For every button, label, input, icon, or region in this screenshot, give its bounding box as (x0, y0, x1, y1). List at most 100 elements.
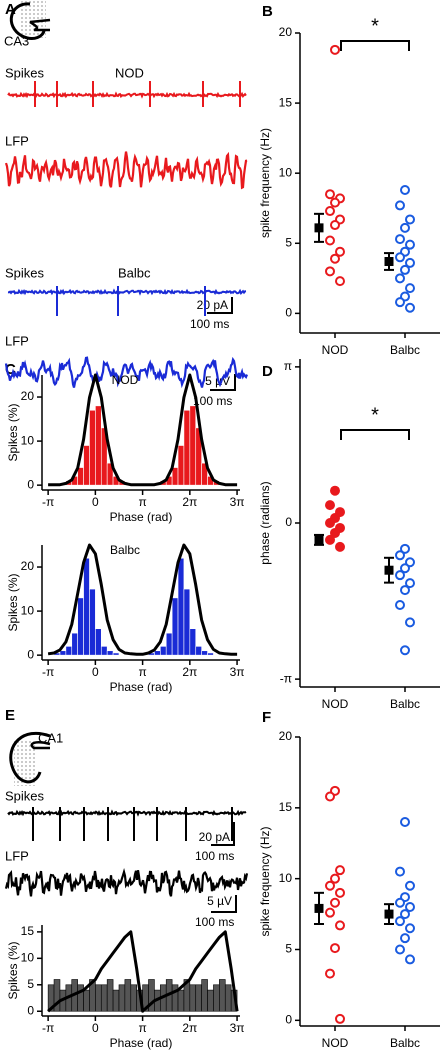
significance-bracket (340, 40, 410, 51)
hist-bar (59, 650, 67, 656)
y-axis-label: Spikes (%) (6, 403, 20, 461)
hist-bar (201, 979, 208, 1012)
y-tick-label: 15 (21, 924, 35, 938)
y-tick-label: 15 (279, 800, 293, 814)
data-point (400, 909, 410, 920)
data-point (325, 968, 335, 979)
hist-bar (207, 652, 214, 656)
scale-label: 100 ms (193, 394, 232, 408)
data-point (395, 600, 405, 610)
data-point (335, 920, 345, 931)
panel-label: D (262, 363, 273, 380)
spike-trace (7, 807, 247, 841)
x-axis-label: Phase (rad) (110, 1036, 173, 1050)
hist-bar (154, 650, 161, 656)
data-point (395, 297, 405, 308)
hist-bar (189, 405, 197, 486)
data-point (400, 645, 410, 656)
data-point (395, 550, 405, 561)
mean-marker (314, 223, 324, 233)
x-tick-label: 2π (182, 495, 197, 509)
x-tick-label: 2π (182, 1021, 197, 1035)
data-point (395, 273, 405, 284)
fit-curve (47, 930, 239, 1013)
data-point (325, 518, 335, 528)
trace-label: Spikes (5, 65, 45, 80)
x-tick-label: 0 (92, 1021, 99, 1035)
x-tick-label: NOD (322, 697, 349, 711)
data-point (330, 197, 340, 208)
significance-bracket (340, 429, 410, 440)
x-tick-label: -π (42, 495, 54, 509)
trace-label: Spikes (5, 265, 45, 280)
data-point (400, 264, 410, 275)
data-point (395, 866, 405, 877)
x-tick-label: 2π (182, 665, 197, 679)
scale-label: 20 pA (197, 298, 228, 312)
y-axis-label: Spikes (%) (6, 941, 20, 999)
y-axis-label: Spikes (%) (6, 573, 20, 631)
data-point (405, 257, 415, 268)
data-point (335, 246, 345, 257)
x-axis-label: Phase (rad) (110, 510, 173, 524)
hist-bar (65, 646, 73, 656)
trace-label: LFP (5, 133, 29, 148)
hist-bar (171, 984, 179, 1012)
y-tick-label: 0 (285, 1013, 292, 1027)
hist-bar (77, 467, 84, 486)
hist-bar (183, 588, 191, 656)
hist-bar (77, 984, 84, 1012)
y-tick-label: 10 (21, 603, 35, 617)
lfp-trace (4, 867, 249, 897)
data-point (405, 239, 415, 250)
y-tick-label: 10 (279, 871, 293, 885)
y-tick-label: 0 (285, 306, 292, 320)
data-point (395, 234, 405, 245)
hist-bar (195, 646, 202, 656)
hist-bar (171, 467, 179, 486)
data-point (405, 617, 415, 628)
data-point (400, 543, 410, 554)
y-tick-label: 0 (27, 647, 34, 661)
hist-bar (100, 646, 108, 656)
hist-bar (124, 979, 132, 1012)
trace-label: LFP (5, 333, 29, 348)
data-point (400, 933, 410, 944)
y-tick-label: 5 (27, 977, 34, 991)
data-point (335, 276, 345, 287)
x-tick-label: π (138, 495, 146, 509)
data-point (405, 880, 415, 891)
data-point (330, 253, 340, 264)
x-tick-label: Balbc (390, 343, 420, 357)
data-point (330, 897, 340, 908)
data-point (325, 266, 335, 277)
panel-label: B (262, 3, 273, 20)
hist-bar (189, 628, 197, 656)
hist-bar (130, 984, 138, 1012)
y-tick-label: 10 (21, 433, 35, 447)
spike-trace (7, 81, 247, 107)
panel-label: A (5, 1, 16, 18)
hist-bar (201, 650, 208, 656)
hist-bar (106, 462, 114, 486)
data-point (400, 817, 410, 827)
y-tick-label: 20 (21, 559, 35, 573)
data-point (335, 865, 345, 876)
x-axis-label: Phase (rad) (110, 680, 173, 694)
hist-bar (77, 597, 84, 656)
scale-label: 5 µV (207, 894, 232, 908)
data-point (395, 916, 405, 927)
data-point (405, 214, 415, 225)
data-point (330, 485, 340, 496)
x-tick-label: π (138, 665, 146, 679)
data-point (395, 252, 405, 263)
mean-marker (314, 535, 324, 545)
data-point (405, 283, 415, 294)
panel-label: E (5, 707, 15, 724)
hist-bar (177, 557, 185, 656)
trace-label: LFP (5, 848, 29, 863)
data-point (325, 907, 335, 918)
scale-bar (210, 374, 236, 391)
hist-bar (95, 984, 102, 1012)
y-tick-label: 10 (21, 951, 35, 965)
